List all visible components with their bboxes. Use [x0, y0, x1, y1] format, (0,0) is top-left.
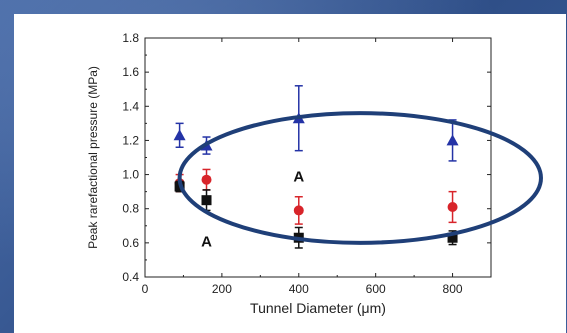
- x-tick-label: 0: [142, 282, 149, 296]
- y-tick-label: 0.4: [122, 270, 139, 284]
- highlight-ellipse: [177, 111, 543, 245]
- chart-panel: 0 200 400 600 800 0.4 0.6 0.8 1.0 1.2 1.4 1.6 1.8 Tun…: [14, 14, 566, 333]
- scatter-chart: 0 200 400 600 800 0.4 0.6 0.8 1.0 1.2 1.4 1.6 1.8 Tun…: [86, 31, 492, 316]
- data-point-triangle: [173, 129, 186, 141]
- annotation-label: A: [293, 168, 304, 185]
- y-tick-label: 0.8: [122, 202, 139, 216]
- x-tick-label: 200: [212, 282, 232, 296]
- data-point-square: [201, 195, 212, 206]
- axes-group: 0 200 400 600 800 0.4 0.6 0.8 1.0 1.2 1.4 1.6 1.8 Tun…: [86, 31, 492, 316]
- y-tick-label: 1.8: [122, 31, 139, 45]
- data-point-square: [447, 232, 458, 243]
- x-tick-label: 800: [443, 282, 463, 296]
- y-tick-label: 1.0: [122, 168, 139, 182]
- series-circle: [174, 168, 458, 225]
- data-point-circle: [293, 205, 304, 216]
- x-tick-label: 600: [366, 282, 386, 296]
- y-tick-label: 0.6: [122, 236, 139, 250]
- data-point-triangle: [446, 134, 459, 146]
- x-axis-title: Tunnel Diameter (μm): [250, 300, 386, 316]
- annotations-group: AA: [201, 168, 304, 250]
- y-tick-label: 1.4: [122, 99, 139, 113]
- x-tick-label: 400: [289, 282, 309, 296]
- data-point-circle: [447, 202, 458, 213]
- y-tick-label: 1.2: [122, 133, 139, 147]
- annotation-label: A: [201, 233, 212, 250]
- y-axis-title: Peak rarefactional pressure (MPa): [86, 66, 100, 249]
- highlight-overlay: [177, 111, 543, 245]
- data-point-circle: [201, 174, 212, 185]
- y-tick-label: 1.6: [122, 65, 139, 79]
